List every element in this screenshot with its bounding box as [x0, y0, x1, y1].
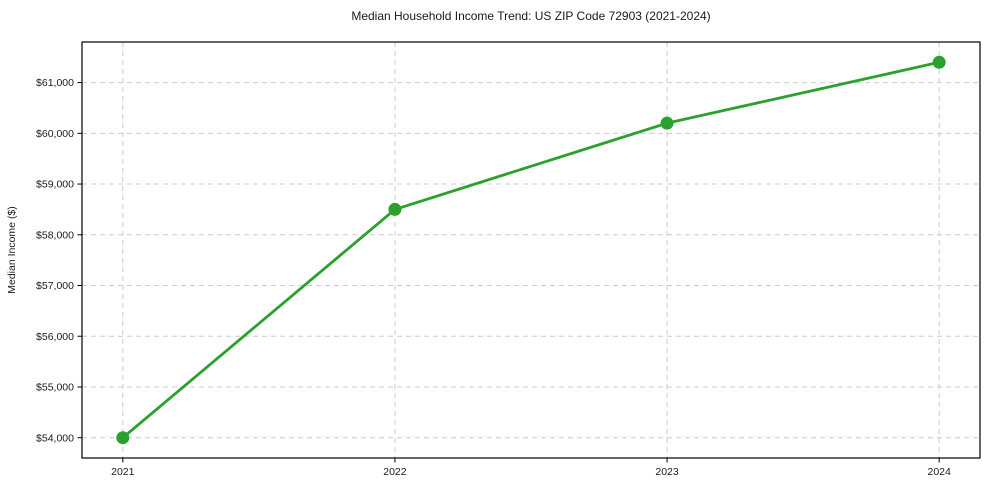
data-point	[932, 55, 946, 69]
y-tick-label: $54,000	[36, 432, 74, 444]
y-tick-label: $56,000	[36, 331, 74, 343]
y-tick-label: $58,000	[36, 229, 74, 241]
y-tick-label: $61,000	[36, 77, 74, 89]
y-axis-label: Median Income ($)	[6, 206, 18, 294]
y-tick-label: $57,000	[36, 280, 74, 292]
y-tick-label: $60,000	[36, 128, 74, 140]
data-line	[121, 60, 941, 440]
x-tick-label: 2021	[111, 466, 135, 478]
x-tick-label: 2024	[928, 466, 952, 478]
data-point	[660, 116, 674, 130]
x-tick-label: 2023	[655, 466, 679, 478]
y-tick-label: $55,000	[36, 382, 74, 394]
axis-border	[81, 41, 981, 459]
x-tick-label: 2022	[383, 466, 407, 478]
y-tick-label: $59,000	[36, 179, 74, 191]
data-point	[116, 431, 130, 445]
chart-title: Median Household Income Trend: US ZIP Co…	[351, 9, 710, 23]
plot-area: $54,000 $55,000 $56,000 $57,000 $58,000 $59,0…	[36, 41, 981, 478]
data-point	[388, 202, 402, 216]
